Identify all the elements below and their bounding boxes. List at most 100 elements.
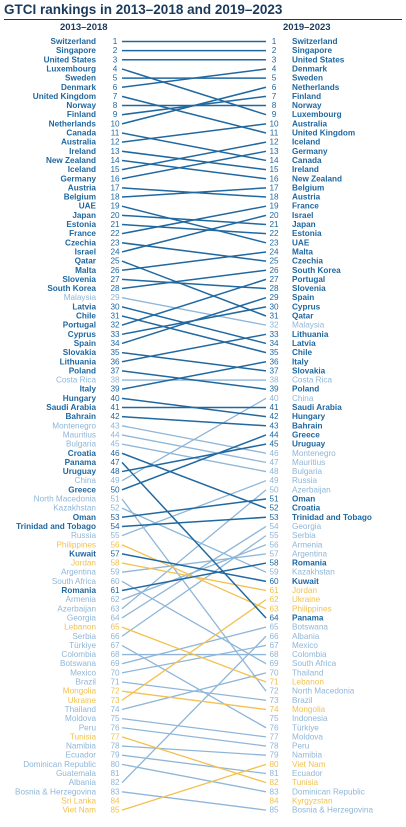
left-country-label: Peru xyxy=(79,723,97,732)
left-country-label: Sri Lanka xyxy=(61,796,96,805)
left-rank-label: 15 xyxy=(110,165,120,174)
left-country-label: Austria xyxy=(68,183,97,192)
connector-line xyxy=(121,736,267,784)
connector-line xyxy=(121,150,267,171)
left-rank-label: 23 xyxy=(110,238,120,247)
left-country-label: Albania xyxy=(69,778,97,787)
right-country-label: South Korea xyxy=(292,266,341,275)
right-rank-label: 7 xyxy=(272,92,277,101)
right-country-label: Montenegro xyxy=(292,449,336,458)
left-country-label: Slovenia xyxy=(62,275,96,284)
right-rank-label: 60 xyxy=(269,577,279,586)
left-rank-label: 18 xyxy=(110,193,120,202)
connector-line xyxy=(121,717,267,738)
right-rank-label: 85 xyxy=(269,806,279,815)
left-rank-label: 7 xyxy=(113,92,118,101)
right-rank-label: 52 xyxy=(269,504,279,513)
right-country-label: Netherlands xyxy=(292,83,340,92)
connector-line xyxy=(121,452,267,509)
left-country-label: Latvia xyxy=(72,302,96,311)
connector-line xyxy=(121,361,267,390)
chart-title: GTCI rankings in 2013–2018 and 2019–2023 xyxy=(4,2,283,17)
left-country-label: China xyxy=(75,476,97,485)
left-rank-label: 20 xyxy=(110,211,120,220)
connector-line xyxy=(121,278,267,326)
right-rank-label: 26 xyxy=(269,266,279,275)
left-rank-label: 41 xyxy=(110,403,120,412)
left-rank-label: 65 xyxy=(110,623,120,632)
right-rank-label: 15 xyxy=(269,165,279,174)
right-country-label: Indonesia xyxy=(292,714,328,723)
connector-line xyxy=(121,727,267,747)
left-rank-label: 69 xyxy=(110,659,120,668)
left-rank-label: 45 xyxy=(110,440,120,449)
right-rank-label: 42 xyxy=(269,412,279,421)
left-country-label: New Zealand xyxy=(46,156,96,165)
left-rank-label: 33 xyxy=(110,330,120,339)
left-rank-label: 38 xyxy=(110,376,120,385)
connector-line xyxy=(121,553,267,573)
right-country-label: Peru xyxy=(292,742,310,751)
right-country-label: Spain xyxy=(292,293,314,302)
right-rank-label: 37 xyxy=(269,366,279,375)
left-rank-label: 58 xyxy=(110,559,120,568)
connector-line xyxy=(121,434,267,491)
right-country-label: Lithuania xyxy=(292,330,329,339)
left-country-label: Spain xyxy=(74,339,96,348)
left-country-label: Brazil xyxy=(76,678,97,687)
left-rank-label: 84 xyxy=(110,796,120,805)
right-rank-label: 50 xyxy=(269,485,279,494)
connector-line xyxy=(121,516,267,528)
left-rank-label: 66 xyxy=(110,632,120,641)
connector-line xyxy=(121,205,267,244)
left-country-label: Oman xyxy=(73,513,96,522)
right-country-label: United States xyxy=(292,55,345,64)
connector-line xyxy=(121,626,267,665)
right-country-label: Australia xyxy=(292,119,327,128)
left-country-label: Armenia xyxy=(66,595,97,604)
connector-line xyxy=(121,205,267,235)
right-country-label: Philippines xyxy=(292,604,332,613)
right-country-label: Latvia xyxy=(292,339,316,348)
right-country-label: Austria xyxy=(292,193,321,202)
right-rank-label: 57 xyxy=(269,549,279,558)
right-country-label: Singapore xyxy=(292,46,332,55)
right-rank-label: 25 xyxy=(269,257,279,266)
right-rank-label: 23 xyxy=(269,238,279,247)
connector-lines xyxy=(121,40,267,811)
left-country-label: Singapore xyxy=(56,46,96,55)
connector-line xyxy=(121,333,267,363)
right-country-label: Colombia xyxy=(292,650,327,659)
connector-line xyxy=(121,626,267,683)
left-country-label: Lebanon xyxy=(64,623,96,632)
right-rank-label: 34 xyxy=(269,339,279,348)
right-country-label: Mexico xyxy=(292,641,318,650)
connector-line xyxy=(121,150,267,180)
connector-line xyxy=(121,562,267,592)
right-rank-label: 46 xyxy=(269,449,279,458)
right-rank-label: 24 xyxy=(269,247,279,256)
right-country-label: Germany xyxy=(292,147,328,156)
right-country-label: Norway xyxy=(292,101,322,110)
left-country-label: Canada xyxy=(66,129,96,138)
left-rank-label: 39 xyxy=(110,385,120,394)
connector-line xyxy=(121,553,267,583)
right-rank-label: 76 xyxy=(269,723,279,732)
right-rank-label: 4 xyxy=(272,64,277,73)
left-country-label: Belgium xyxy=(64,193,96,202)
connector-line xyxy=(121,599,267,701)
left-rank-label: 17 xyxy=(110,183,120,192)
left-country-label: United States xyxy=(44,55,97,64)
left-rank-label: 31 xyxy=(110,312,120,321)
left-rank-label: 79 xyxy=(110,751,120,760)
right-rank-label: 83 xyxy=(269,787,279,796)
right-country-label: Belgium xyxy=(292,183,324,192)
right-country-label: Serbia xyxy=(292,531,316,540)
right-country-label: Kyrgyzstan xyxy=(292,796,333,805)
right-rank-label: 43 xyxy=(269,421,279,430)
left-country-label: Namibia xyxy=(66,742,96,751)
connector-line xyxy=(121,690,267,711)
right-rank-label: 14 xyxy=(269,156,279,165)
left-country-label: Türkiye xyxy=(69,641,96,650)
